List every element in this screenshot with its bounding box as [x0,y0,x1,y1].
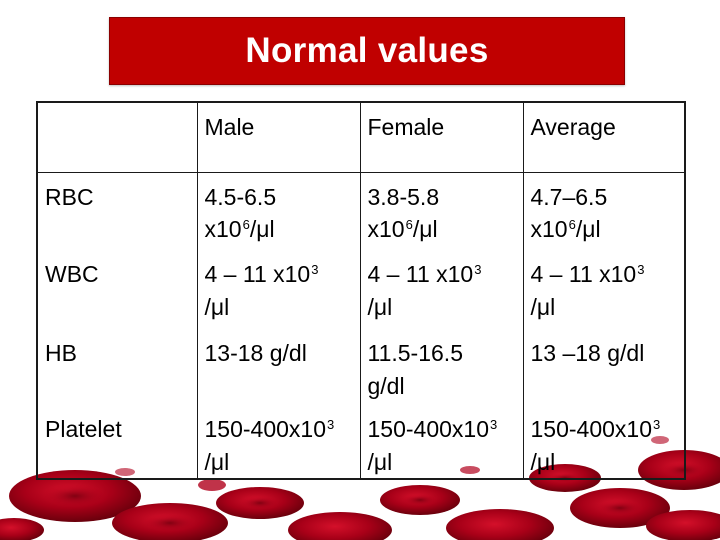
table-header-row: Male Female Average [37,102,685,173]
page-title: Normal values [245,31,489,70]
cell-platelet-average: 150-400x103/μl [530,416,661,475]
table-row-wbc: WBC 4 – 11 x103/μl 4 – 11 x103/μl 4 – 11… [37,250,685,329]
header-female: Female [360,102,524,173]
cell-hb-male: 13-18 g/dl [197,329,361,405]
normal-values-table: Male Female Average RBC 4.5-6.5 x106/μl 3… [36,101,686,481]
header-empty-cell [37,102,198,173]
cell-rbc-male: 4.5-6.5 x106/μl [197,172,361,250]
table-row-platelet: Platelet 150-400x103/μl 150-400x103/μl 1… [37,405,685,480]
cell-wbc-male: 4 – 11 x103/μl [197,250,361,329]
cell-platelet-female: 150-400x103/μl [360,405,524,480]
row-label-platelet: Platelet [37,405,198,480]
title-banner: Normal values [109,17,625,85]
cell-wbc-female: 4 – 11 x103/μl [360,250,524,329]
header-average: Average [523,102,685,173]
table-row-hb: HB 13-18 g/dl 11.5-16.5 g/dl 13 –18 g/dl [37,329,685,405]
cell-rbc-average: 4.7–6.5 x106/μl [530,183,608,243]
table-row-rbc: RBC 4.5-6.5 x106/μl 3.8-5.8 x106/μl 4.7–6.… [37,172,685,250]
row-label-rbc: RBC [37,172,198,250]
cell-platelet-male: 150-400x103/μl [197,405,361,480]
cell-rbc-female: 3.8-5.8 x106/μl [360,172,524,250]
cell-hb-average: 13 –18 g/dl [530,340,645,366]
cell-hb-female: 11.5-16.5 g/dl [360,329,524,405]
cell-wbc-average: 4 – 11 x103/μl [530,261,645,320]
header-male: Male [197,102,361,173]
row-label-wbc: WBC [37,250,198,329]
row-label-hb: HB [37,329,198,405]
